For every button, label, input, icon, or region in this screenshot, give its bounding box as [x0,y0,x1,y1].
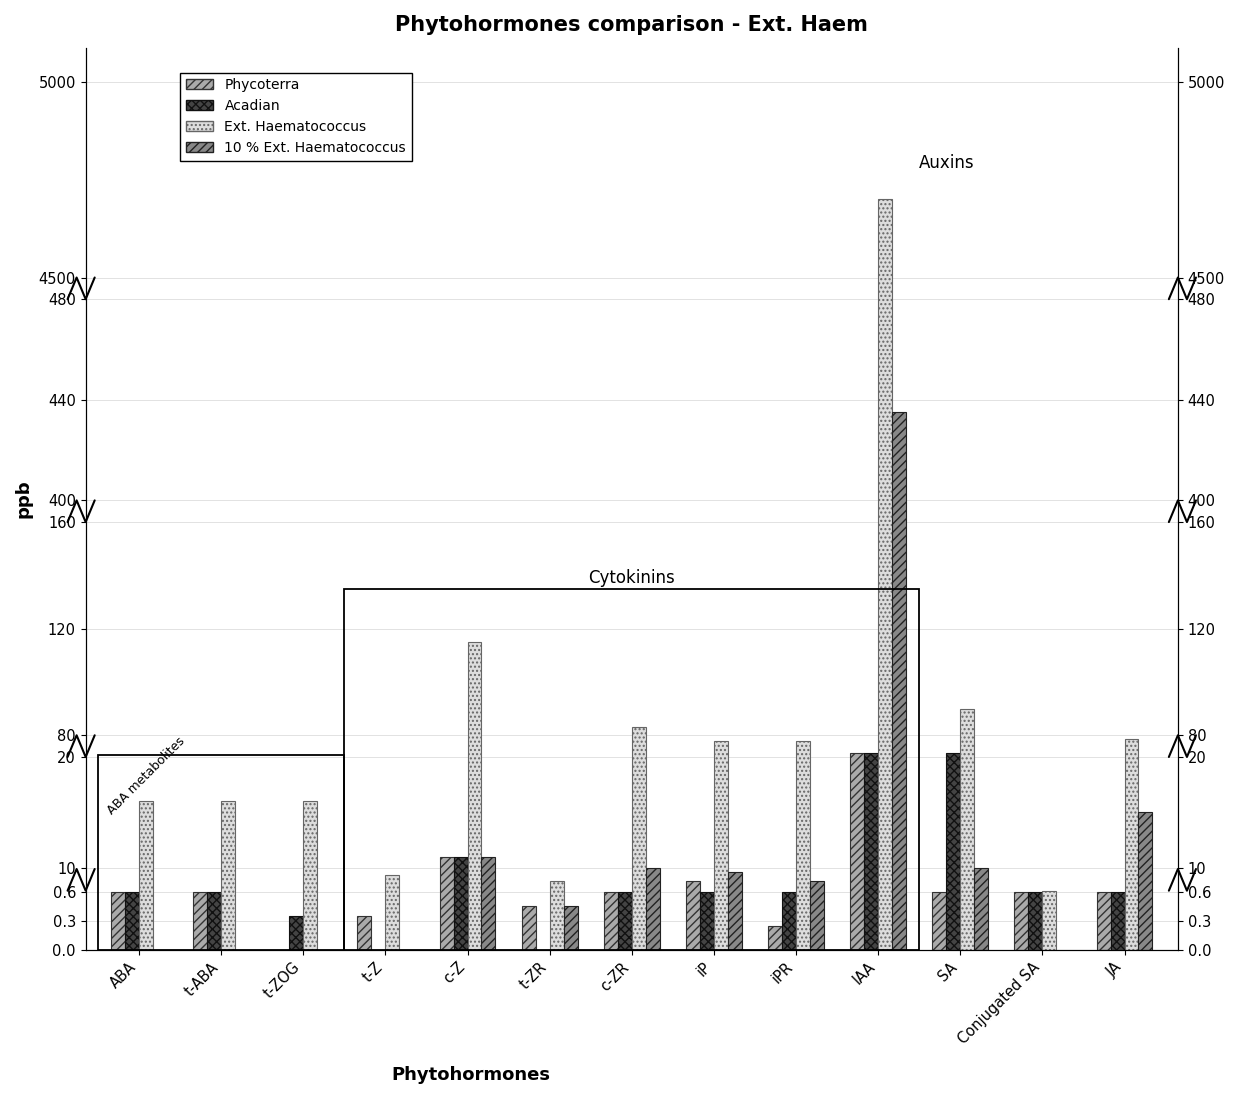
Text: ABA metabolites: ABA metabolites [104,734,187,817]
Bar [782,891,796,950]
Bar [864,753,878,950]
Bar [207,891,221,950]
Bar [481,857,496,950]
Bar [796,741,810,950]
Bar [1028,891,1043,950]
Bar [564,906,578,950]
Bar [851,753,864,950]
Text: Cytokinins: Cytokinins [589,568,675,587]
Bar [357,916,372,950]
Bar [549,880,564,950]
Bar [646,868,660,950]
Bar [728,872,742,950]
Bar [604,891,618,950]
Bar [345,588,919,950]
Bar [1138,813,1152,950]
Title: Phytohormones comparison - Ext. Haem: Phytohormones comparison - Ext. Haem [396,15,868,35]
Bar [810,880,823,950]
Bar [878,199,892,950]
Bar [1043,891,1056,950]
Bar [98,755,345,950]
Bar [125,891,139,950]
Legend: Phycoterra, Acadian, Ext. Haematococcus, 10 % Ext. Haematococcus: Phycoterra, Acadian, Ext. Haematococcus,… [180,73,412,160]
Bar [631,728,646,950]
Bar [221,801,236,950]
Bar [932,891,946,950]
Bar [454,857,467,950]
Bar [193,891,207,950]
Bar [686,880,699,950]
Bar [892,413,906,950]
Text: Auxins: Auxins [919,154,975,173]
Bar [386,876,399,950]
Bar [960,709,975,950]
Bar [467,641,481,950]
Bar [440,857,454,950]
Bar [289,916,304,950]
Bar [1125,739,1138,950]
Bar [1014,891,1028,950]
Bar [139,801,153,950]
Bar [946,753,960,950]
Bar [699,891,714,950]
Text: Phytohormones: Phytohormones [392,1066,551,1084]
Bar [714,741,728,950]
Bar [1111,891,1125,950]
Bar [618,891,631,950]
Bar [975,868,988,950]
Bar [112,891,125,950]
Bar [304,801,317,950]
Bar [768,926,782,950]
Bar [522,906,536,950]
Y-axis label: ppb: ppb [15,479,33,518]
Bar [1096,891,1111,950]
